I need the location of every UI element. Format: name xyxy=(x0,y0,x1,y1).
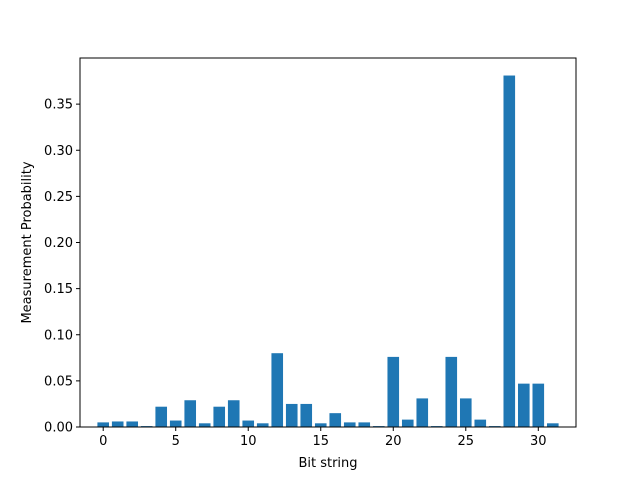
bar-22 xyxy=(416,398,429,427)
bar-2 xyxy=(126,421,139,427)
x-tick-label: 5 xyxy=(172,434,180,449)
bar-30 xyxy=(532,383,545,427)
bar-26 xyxy=(474,419,487,427)
y-tick-label: 0.10 xyxy=(44,328,73,343)
bar-25 xyxy=(459,398,472,427)
y-tick-label: 0.30 xyxy=(44,144,73,159)
bar-24 xyxy=(445,356,458,427)
y-tick-label: 0.05 xyxy=(44,374,73,389)
bar-16 xyxy=(329,413,342,427)
bar-17 xyxy=(343,422,356,427)
x-axis-label: Bit string xyxy=(298,456,357,471)
bars-group xyxy=(97,75,559,427)
bar-11 xyxy=(256,423,269,427)
bar-4 xyxy=(155,406,168,427)
y-tick-label: 0.00 xyxy=(44,421,73,436)
x-tick-label: 20 xyxy=(385,434,402,449)
bar-14 xyxy=(300,403,313,427)
plot-frame xyxy=(79,57,577,428)
bar-6 xyxy=(184,400,197,427)
y-tick-label: 0.35 xyxy=(44,98,73,113)
bar-31 xyxy=(546,423,559,427)
bar-20 xyxy=(387,356,400,427)
bar-13 xyxy=(285,403,298,427)
y-ticks-group: 0.00 0.05 0.10 0.15 0.20 0.25 0.30 0.35 xyxy=(44,98,80,436)
bar-7 xyxy=(198,423,211,427)
bar-8 xyxy=(213,406,226,427)
bar-18 xyxy=(358,422,371,427)
y-tick-label: 0.25 xyxy=(44,190,73,205)
x-ticks-group: 0 5 10 15 20 25 30 xyxy=(99,427,547,449)
x-tick-label: 10 xyxy=(240,434,257,449)
y-tick-label: 0.15 xyxy=(44,282,73,297)
x-tick-label: 25 xyxy=(458,434,475,449)
bar-10 xyxy=(242,420,255,427)
bar-21 xyxy=(401,419,414,427)
x-tick-label: 30 xyxy=(530,434,547,449)
bar-9 xyxy=(227,400,240,427)
bar-29 xyxy=(517,383,530,427)
bar-1 xyxy=(111,421,124,427)
x-tick-label: 15 xyxy=(312,434,329,449)
y-tick-label: 0.20 xyxy=(44,236,73,251)
bar-0 xyxy=(97,422,110,427)
bar-12 xyxy=(271,353,284,427)
bar-15 xyxy=(314,423,327,427)
bar-28 xyxy=(503,75,516,427)
bar-5 xyxy=(169,420,182,427)
y-axis-label: Measurement Probability xyxy=(20,161,35,323)
x-tick-label: 0 xyxy=(99,434,107,449)
